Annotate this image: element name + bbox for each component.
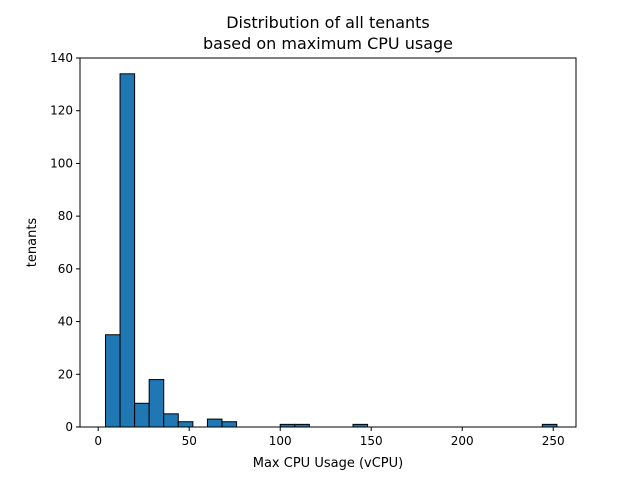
histogram-bar (148, 379, 165, 428)
x-axis-ticks: 0 50 100 150 200 250 (94, 427, 565, 448)
x-tick-label: 50 (182, 434, 197, 448)
y-tick-label: 80 (58, 209, 73, 223)
plot-frame (79, 57, 577, 428)
chart-title-line-2: based on maximum CPU usage (203, 34, 453, 53)
y-tick-label: 140 (50, 51, 73, 65)
y-tick-label: 40 (58, 315, 73, 329)
x-tick-label: 0 (94, 434, 102, 448)
y-tick-label: 60 (58, 262, 73, 276)
y-axis-ticks: 0 20 40 60 80 100 120 140 (50, 51, 80, 434)
histogram-bar (221, 421, 238, 428)
x-tick-label: 100 (269, 434, 292, 448)
y-tick-label: 0 (65, 420, 73, 434)
histogram-bar (104, 334, 121, 428)
histogram-bar (206, 418, 223, 428)
histogram-bar (163, 413, 179, 428)
x-tick-label: 250 (542, 434, 565, 448)
chart-title-line-1: Distribution of all tenants (226, 13, 430, 32)
y-axis-label: tenants (25, 218, 40, 268)
x-tick-label: 150 (360, 434, 383, 448)
histogram-bar (177, 421, 194, 428)
histogram-bar (134, 402, 150, 428)
x-axis-label: Max CPU Usage (vCPU) (253, 456, 403, 471)
y-tick-label: 100 (50, 156, 73, 170)
y-tick-label: 20 (58, 367, 73, 381)
y-tick-label: 120 (50, 104, 73, 118)
x-tick-label: 200 (451, 434, 474, 448)
histogram-bars (104, 73, 558, 428)
histogram-bar (119, 73, 136, 428)
